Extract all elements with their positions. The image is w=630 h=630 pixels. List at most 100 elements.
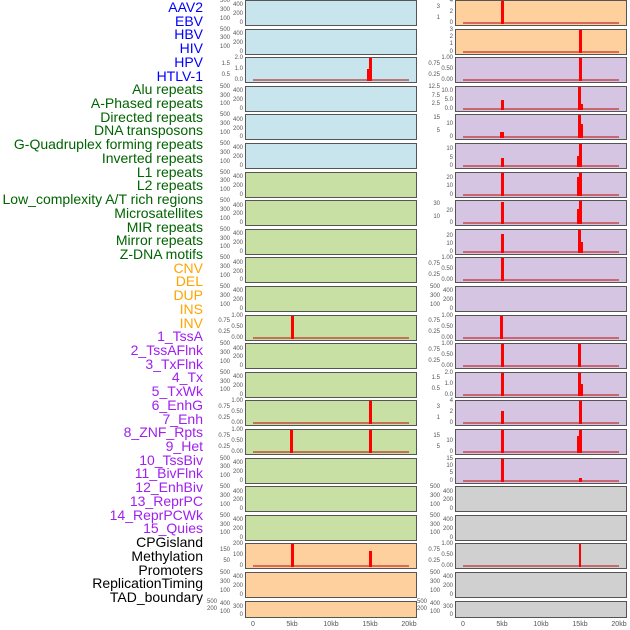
- facet-panel: [455, 0, 627, 26]
- y-tick-label: 300: [219, 521, 230, 528]
- y-tick-label: 400: [442, 517, 453, 524]
- baseline: [253, 565, 409, 568]
- signal-bar: [290, 544, 294, 568]
- y-tick-label: 0.75: [428, 260, 440, 267]
- signal-bar: [577, 155, 581, 167]
- x-tick-label: 0: [461, 621, 465, 628]
- y-tick-label: 400: [232, 88, 243, 95]
- y-tick-label: 200: [232, 125, 243, 132]
- facet-panel: [245, 0, 417, 26]
- signal-bar: [500, 258, 504, 282]
- facet-panel: [245, 543, 417, 570]
- baseline: [253, 451, 409, 453]
- y-tick-label: 500: [219, 0, 230, 4]
- signal-bar: [501, 132, 505, 139]
- x-tick-label: 5kb: [286, 621, 298, 628]
- facet-panel: [455, 343, 627, 370]
- y-tick-label: 400: [232, 231, 243, 238]
- signal-bar: [500, 202, 504, 225]
- y-tick-label: 5: [436, 443, 440, 450]
- y-tick-label: 5: [449, 154, 453, 161]
- baseline: [463, 22, 619, 24]
- track-label: L2 repeats: [136, 177, 203, 194]
- track-label: 2_TssAFlnk: [130, 342, 203, 358]
- track-label: 13_ReprPC: [129, 492, 203, 509]
- y-tick-label: 400: [232, 374, 243, 381]
- y-tick-label: 15: [433, 114, 440, 121]
- track-label: 7_Enh: [162, 410, 203, 427]
- facet-panel: [455, 400, 627, 427]
- y-tick-label: 200: [232, 583, 243, 590]
- y-tick-label: 1: [436, 414, 440, 421]
- y-tick-label: 200: [232, 182, 243, 189]
- signal-bar: [577, 344, 581, 368]
- y-tick-label: 300: [442, 603, 453, 610]
- y-tick-label: 1.00: [441, 541, 453, 548]
- facet-panel: [245, 114, 417, 141]
- y-tick-label: 0: [449, 506, 453, 513]
- y-tick-label: 0: [449, 477, 453, 484]
- y-tick-label: 500: [429, 570, 440, 576]
- y-tick-label: 400: [232, 517, 243, 524]
- signal-bar: [368, 551, 372, 568]
- y-tick-label: 0: [449, 163, 453, 169]
- y-tick-label: 100: [219, 215, 230, 222]
- y-tick-label: 2.0: [444, 369, 453, 376]
- signal-bar: [368, 430, 372, 453]
- baseline: [463, 250, 619, 253]
- baseline: [463, 336, 619, 339]
- y-tick-label: 500: [219, 369, 230, 376]
- y-tick-label: 0.00: [231, 334, 243, 341]
- baseline: [463, 222, 619, 225]
- y-tick-label: 0.50: [441, 552, 453, 559]
- baseline: [463, 479, 619, 482]
- y-tick-label: 0: [449, 20, 453, 26]
- signal-bar: [577, 176, 581, 196]
- y-tick-label: 10: [446, 462, 453, 469]
- facet-panel: [245, 143, 417, 169]
- y-tick-label: 150: [219, 546, 230, 553]
- y-tick-label: 0: [449, 134, 453, 141]
- y-tick-label: 0: [239, 391, 243, 398]
- y-tick-label: 500: [219, 141, 230, 147]
- y-tick-label: 500: [219, 512, 230, 519]
- signal-bar: [500, 158, 504, 167]
- facet-panel: [455, 286, 627, 312]
- y-tick-label: 0: [239, 48, 243, 55]
- y-tick-label: 1.00: [441, 255, 453, 262]
- facet-panel: [245, 228, 417, 255]
- facet-panel: [245, 343, 417, 370]
- baseline: [463, 50, 619, 53]
- y-tick-label: 300: [219, 92, 230, 99]
- y-tick-label: 400: [232, 116, 243, 123]
- y-tick-label: 0: [449, 191, 453, 198]
- facet-panel: [245, 171, 417, 198]
- y-tick-label: 0: [239, 363, 243, 370]
- y-tick-label: 400: [232, 460, 243, 466]
- facet-panel: [455, 171, 627, 198]
- y-tick-label: 2: [449, 409, 453, 416]
- facet-panel: [245, 371, 417, 398]
- y-tick-label: 4: [449, 398, 453, 405]
- y-tick-label: 300: [219, 493, 230, 499]
- track-label: 9_Het: [165, 438, 203, 455]
- facet-panel: [455, 371, 627, 398]
- x-tick-label: 10kb: [533, 621, 549, 628]
- y-tick-label: 3: [436, 3, 440, 10]
- y-tick-label: 0.50: [231, 438, 243, 444]
- y-tick-label: 500: [429, 284, 440, 290]
- signal-bar: [577, 115, 581, 139]
- y-tick-label: 20: [446, 207, 453, 214]
- y-tick-label: 1.5: [221, 60, 230, 67]
- signal-bar: [578, 29, 582, 53]
- signal-bar: [579, 144, 583, 167]
- facet-panel: [245, 200, 417, 227]
- track-label: CPGisland: [136, 534, 203, 551]
- x-tick-label: 10kb: [323, 621, 339, 628]
- y-tick-label: 400: [219, 601, 230, 608]
- y-tick-label: 0.5: [431, 386, 440, 393]
- signal-bar: [579, 383, 583, 396]
- facet-panel: [455, 486, 627, 513]
- baseline: [463, 422, 619, 425]
- signal-bar: [290, 315, 294, 339]
